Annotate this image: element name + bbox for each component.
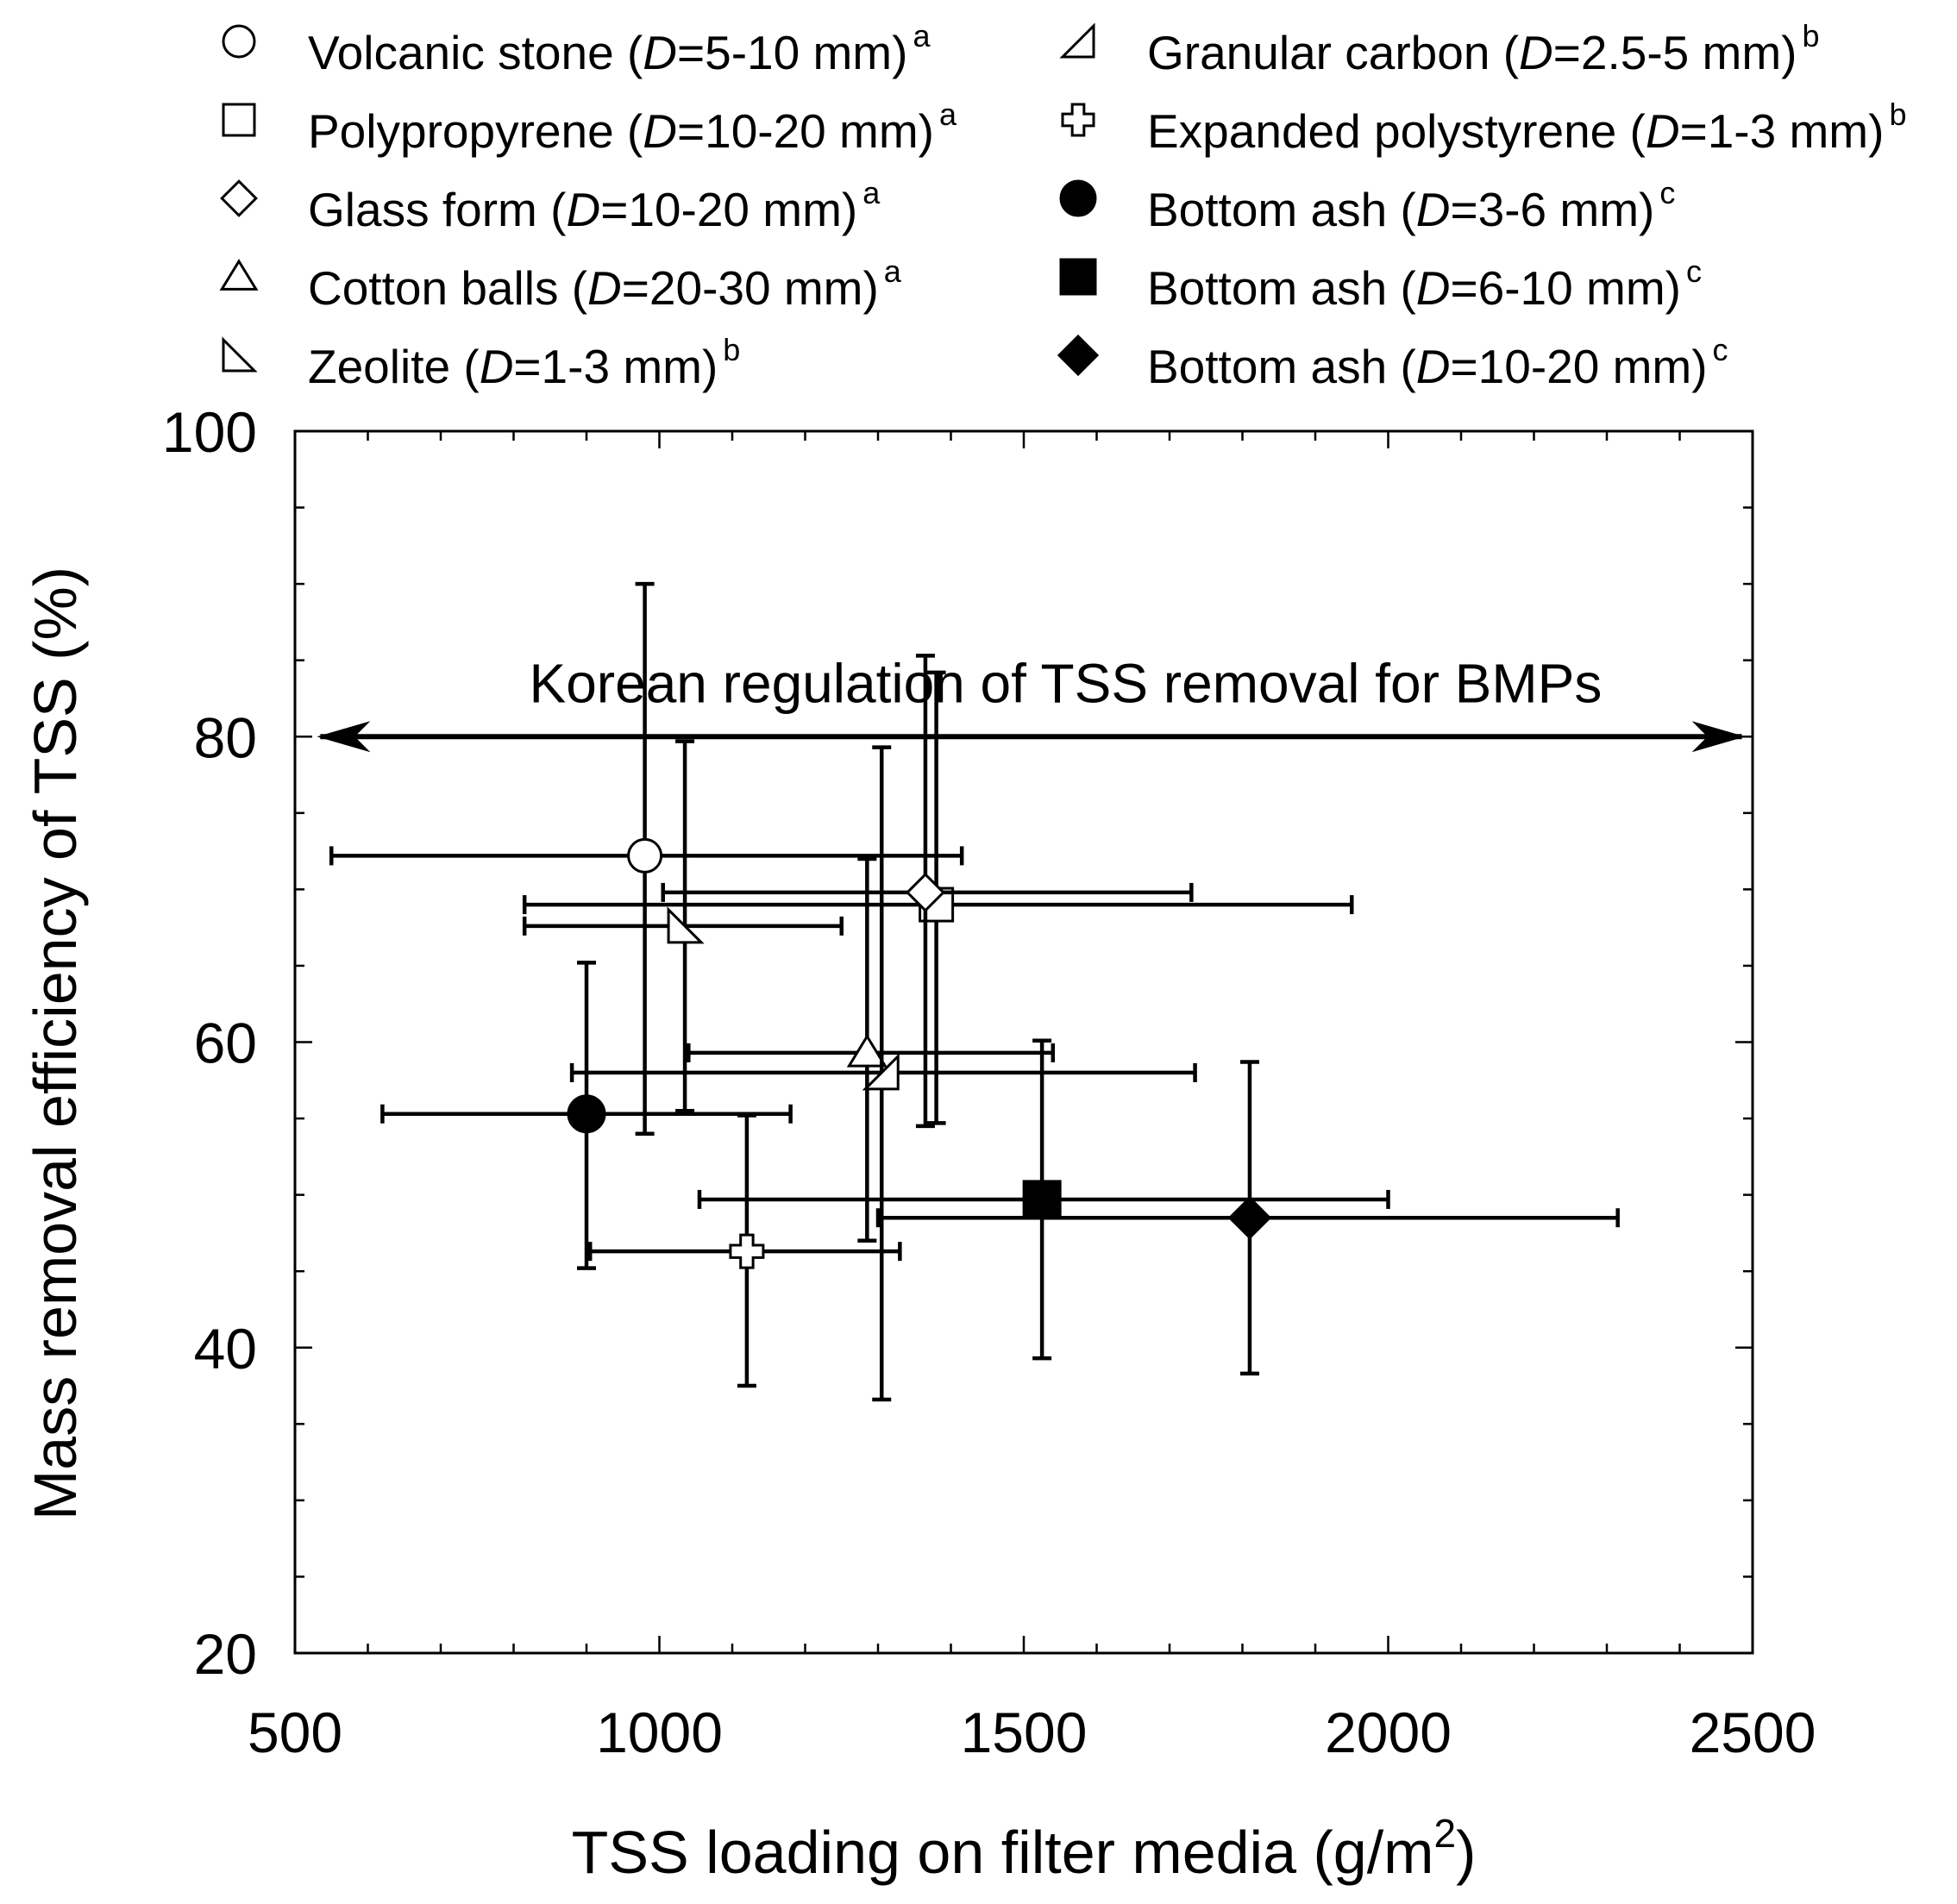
axis-titles: TSS loading on filter media (g/m2) Mass r…	[22, 567, 1476, 1886]
data-point	[862, 1053, 900, 1091]
x-axis-title: TSS loading on filter media (g/m2)	[572, 1811, 1477, 1886]
series-7	[587, 1113, 902, 1388]
data-point	[905, 872, 945, 912]
legend-marker	[219, 259, 259, 291]
data-point	[667, 906, 705, 944]
y-tick-label: 60	[194, 1012, 257, 1075]
series-6	[569, 745, 1197, 1402]
series-4	[687, 856, 1056, 1243]
series-5	[522, 739, 844, 1113]
x-tick-label: 1500	[961, 1700, 1088, 1764]
series-3	[661, 654, 1194, 1129]
legend-item: Bottom ash (D=6-10 mm) c	[1059, 254, 1702, 315]
regulation-annotation: Korean regulation of TSS removal for BMP…	[317, 652, 1746, 753]
plot-frame	[293, 429, 1754, 1655]
x-tick-label: 500	[248, 1700, 342, 1764]
legend-item: Expanded polystyrene (D=1-3 mm) b	[1061, 97, 1906, 158]
y-tick-label: 100	[162, 400, 257, 464]
legend-marker	[1059, 22, 1095, 59]
legend-label: Granular carbon (D=2.5-5 mm) b	[1147, 18, 1820, 79]
data-point	[567, 1094, 606, 1134]
legend-label: Polypropyrene (D=10-20 mm) a	[308, 97, 957, 158]
x-tick-label: 1000	[596, 1700, 723, 1764]
series-group	[329, 581, 1620, 1402]
y-tick-label: 20	[194, 1622, 257, 1686]
legend-label: Volcanic stone (D=5-10 mm) a	[308, 18, 931, 79]
legend-item: Granular carbon (D=2.5-5 mm) b	[1059, 18, 1820, 79]
plot-border	[293, 429, 1754, 1655]
legend-item: Glass form (D=10-20 mm) a	[220, 175, 881, 236]
data-point	[1022, 1180, 1062, 1219]
data-point	[729, 1233, 765, 1269]
legend-label: Zeolite (D=1-3 mm) b	[308, 332, 740, 393]
data-point	[846, 1034, 888, 1068]
x-tick-label: 2000	[1325, 1700, 1452, 1764]
legend-item: Polypropyrene (D=10-20 mm) a	[222, 97, 957, 158]
legend-label: Bottom ash (D=3-6 mm) c	[1147, 175, 1675, 236]
legend-marker	[1057, 334, 1100, 377]
legend-item: Bottom ash (D=10-20 mm) c	[1057, 332, 1728, 393]
arrow-left-icon	[317, 721, 371, 753]
x-tick-label: 2500	[1690, 1700, 1816, 1764]
regulation-label: Korean regulation of TSS removal for BMP…	[530, 652, 1603, 714]
series-9	[697, 1038, 1390, 1361]
data-point	[1227, 1195, 1272, 1240]
legend-label: Glass form (D=10-20 mm) a	[308, 175, 881, 236]
y-tick-label: 40	[194, 1317, 257, 1381]
legend-item: Zeolite (D=1-3 mm) b	[222, 332, 740, 393]
series-8	[380, 961, 793, 1270]
legend-marker	[222, 103, 256, 137]
legend-item: Volcanic stone (D=5-10 mm) a	[222, 18, 931, 79]
legend: Volcanic stone (D=5-10 mm) a Polypropyrene…	[219, 18, 1906, 393]
legend-marker	[1059, 179, 1097, 217]
legend-label: Expanded polystyrene (D=1-3 mm) b	[1147, 97, 1906, 158]
legend-marker	[220, 179, 258, 217]
legend-marker	[222, 336, 258, 373]
y-axis-title: Mass removal efficiency of TSS (%)	[22, 567, 89, 1520]
series-10	[875, 1060, 1620, 1376]
legend-item: Bottom ash (D=3-6 mm) c	[1059, 175, 1675, 236]
legend-marker	[1061, 103, 1095, 137]
y-tick-label: 80	[194, 705, 257, 769]
data-point	[627, 837, 663, 874]
axis-ticks: 500 1000 1500 2000 2500 20 40 60 80 100	[162, 400, 1816, 1764]
arrow-right-icon	[1691, 721, 1746, 753]
legend-marker	[222, 24, 256, 59]
series-1	[329, 581, 964, 1137]
legend-label: Cotton balls (D=20-30 mm) a	[308, 254, 902, 315]
legend-label: Bottom ash (D=6-10 mm) c	[1147, 254, 1702, 315]
legend-item: Cotton balls (D=20-30 mm) a	[219, 254, 902, 315]
legend-marker	[1059, 258, 1097, 296]
legend-label: Bottom ash (D=10-20 mm) c	[1147, 332, 1728, 393]
